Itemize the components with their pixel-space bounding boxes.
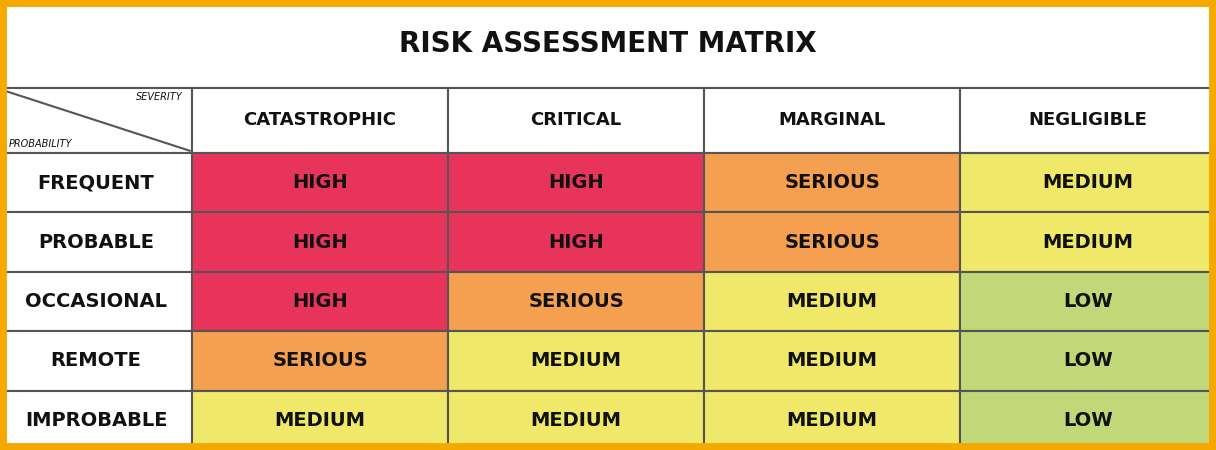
Text: HIGH: HIGH bbox=[548, 233, 604, 252]
Bar bbox=[959, 88, 1216, 153]
Text: PROBABLE: PROBABLE bbox=[38, 233, 154, 252]
Bar bbox=[0, 212, 192, 272]
Text: NEGLIGIBLE: NEGLIGIBLE bbox=[1029, 112, 1148, 130]
Bar bbox=[192, 391, 447, 450]
Bar bbox=[959, 331, 1216, 391]
Text: HIGH: HIGH bbox=[292, 233, 348, 252]
Bar bbox=[704, 391, 959, 450]
Text: REMOTE: REMOTE bbox=[51, 351, 141, 370]
Text: PROBABILITY: PROBABILITY bbox=[9, 139, 72, 148]
Bar bbox=[704, 272, 959, 331]
Text: LOW: LOW bbox=[1063, 351, 1113, 370]
Text: LOW: LOW bbox=[1063, 292, 1113, 311]
Bar bbox=[959, 272, 1216, 331]
Text: HIGH: HIGH bbox=[548, 173, 604, 192]
Bar bbox=[447, 391, 704, 450]
Text: HIGH: HIGH bbox=[292, 292, 348, 311]
Text: SERIOUS: SERIOUS bbox=[784, 233, 880, 252]
Bar bbox=[192, 331, 447, 391]
Bar bbox=[704, 88, 959, 153]
Text: FREQUENT: FREQUENT bbox=[38, 173, 154, 192]
Bar bbox=[0, 153, 192, 212]
Text: MEDIUM: MEDIUM bbox=[530, 351, 621, 370]
Text: CATASTROPHIC: CATASTROPHIC bbox=[243, 112, 396, 130]
Bar bbox=[0, 272, 192, 331]
Bar bbox=[704, 331, 959, 391]
Text: MEDIUM: MEDIUM bbox=[787, 351, 878, 370]
Text: MEDIUM: MEDIUM bbox=[1042, 233, 1133, 252]
Text: SERIOUS: SERIOUS bbox=[528, 292, 624, 311]
Text: CRITICAL: CRITICAL bbox=[530, 112, 621, 130]
Text: RISK ASSESSMENT MATRIX: RISK ASSESSMENT MATRIX bbox=[399, 30, 817, 58]
Text: MARGINAL: MARGINAL bbox=[778, 112, 885, 130]
Text: MEDIUM: MEDIUM bbox=[530, 411, 621, 430]
Text: OCCASIONAL: OCCASIONAL bbox=[26, 292, 167, 311]
Text: MEDIUM: MEDIUM bbox=[787, 411, 878, 430]
Text: SEVERITY: SEVERITY bbox=[136, 92, 182, 102]
Bar bbox=[192, 212, 447, 272]
Text: SERIOUS: SERIOUS bbox=[272, 351, 368, 370]
Bar bbox=[959, 212, 1216, 272]
Bar bbox=[447, 88, 704, 153]
Bar bbox=[0, 391, 192, 450]
Bar bbox=[447, 153, 704, 212]
Bar bbox=[0, 331, 192, 391]
Bar bbox=[447, 212, 704, 272]
Text: IMPROBABLE: IMPROBABLE bbox=[24, 411, 168, 430]
Bar bbox=[447, 331, 704, 391]
Bar bbox=[192, 88, 447, 153]
Bar bbox=[447, 272, 704, 331]
Bar bbox=[192, 272, 447, 331]
Bar bbox=[192, 153, 447, 212]
Bar bbox=[704, 212, 959, 272]
Text: MEDIUM: MEDIUM bbox=[787, 292, 878, 311]
Bar bbox=[959, 153, 1216, 212]
Text: SERIOUS: SERIOUS bbox=[784, 173, 880, 192]
Text: MEDIUM: MEDIUM bbox=[1042, 173, 1133, 192]
Bar bbox=[959, 391, 1216, 450]
Text: MEDIUM: MEDIUM bbox=[275, 411, 366, 430]
Text: HIGH: HIGH bbox=[292, 173, 348, 192]
Bar bbox=[0, 88, 192, 153]
Text: LOW: LOW bbox=[1063, 411, 1113, 430]
Bar bbox=[704, 153, 959, 212]
Bar bbox=[0, 0, 1216, 88]
